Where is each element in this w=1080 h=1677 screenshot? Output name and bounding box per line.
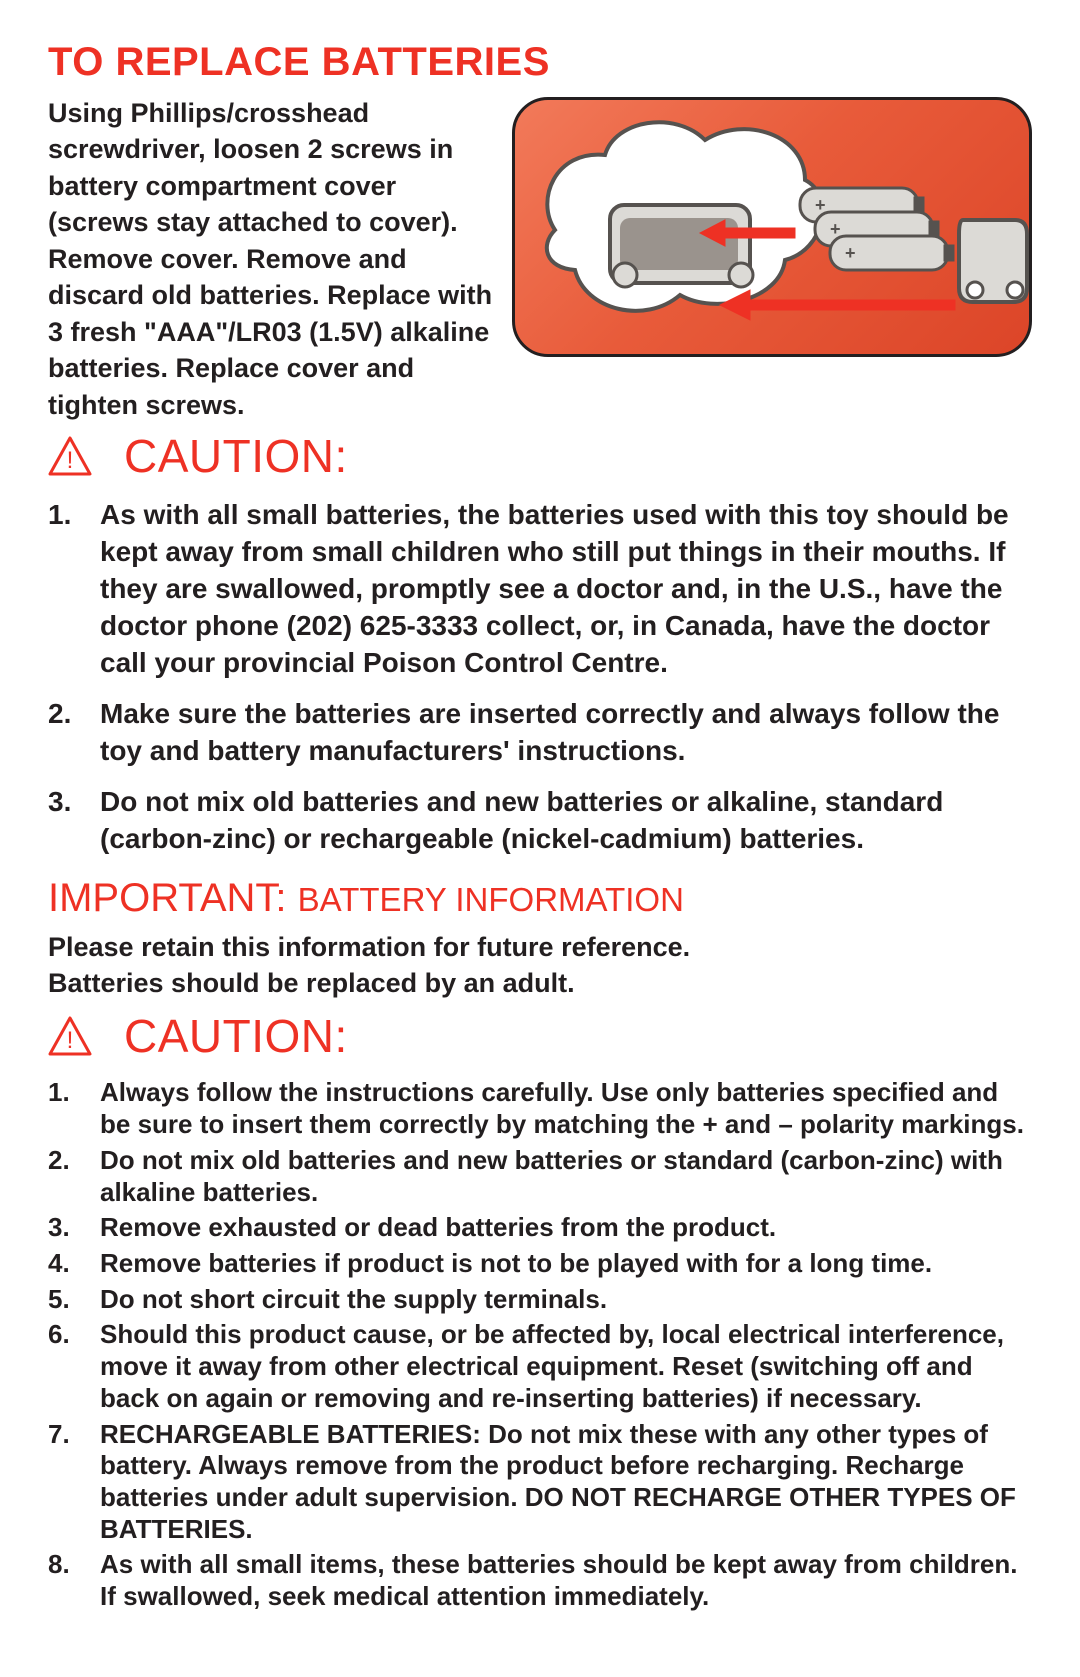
svg-text:!: !: [67, 1027, 74, 1054]
warning-triangle-icon: !: [48, 436, 92, 476]
retain-line: Please retain this information for futur…: [48, 929, 1032, 965]
important-heading: IMPORTANT: BATTERY INFORMATION: [48, 876, 1032, 921]
list-item: RECHARGEABLE BATTERIES: Do not mix these…: [48, 1419, 1032, 1546]
list-item: Should this product cause, or be affecte…: [48, 1319, 1032, 1414]
intro-block: + + + Using Phillips/crosshead screwdriv…: [48, 95, 1032, 423]
batteries-icon: + + +: [800, 188, 953, 270]
caution-header-2: ! CAUTION:: [48, 1009, 1032, 1063]
cover-icon: [959, 220, 1027, 302]
list-item: As with all small batteries, the batteri…: [48, 497, 1032, 682]
list-item: Do not mix old batteries and new batteri…: [48, 1145, 1032, 1208]
caution-header-1: ! CAUTION:: [48, 429, 1032, 483]
list-item: As with all small items, these batteries…: [48, 1549, 1032, 1612]
warning-triangle-icon: !: [48, 1016, 92, 1056]
svg-text:+: +: [845, 243, 856, 263]
section-title: TO REPLACE BATTERIES: [48, 40, 1032, 85]
battery-illustration: + + +: [512, 97, 1032, 357]
important-sub: BATTERY INFORMATION: [298, 881, 684, 918]
important-main: IMPORTANT:: [48, 876, 287, 920]
list-item: Do not mix old batteries and new batteri…: [48, 784, 1032, 858]
caution-label: CAUTION:: [124, 429, 348, 483]
product-outline-icon: [547, 122, 823, 311]
retain-block: Please retain this information for futur…: [48, 929, 1032, 1002]
caution-list-2: Always follow the instructions carefully…: [48, 1077, 1032, 1613]
retain-line: Batteries should be replaced by an adult…: [48, 965, 1032, 1001]
list-item: Do not short circuit the supply terminal…: [48, 1284, 1032, 1316]
caution-list-1: As with all small batteries, the batteri…: [48, 497, 1032, 858]
list-item: Remove batteries if product is not to be…: [48, 1248, 1032, 1280]
caution-label: CAUTION:: [124, 1009, 348, 1063]
list-item: Always follow the instructions carefully…: [48, 1077, 1032, 1140]
svg-text:!: !: [67, 447, 74, 474]
list-item: Remove exhausted or dead batteries from …: [48, 1212, 1032, 1244]
list-item: Make sure the batteries are inserted cor…: [48, 696, 1032, 770]
